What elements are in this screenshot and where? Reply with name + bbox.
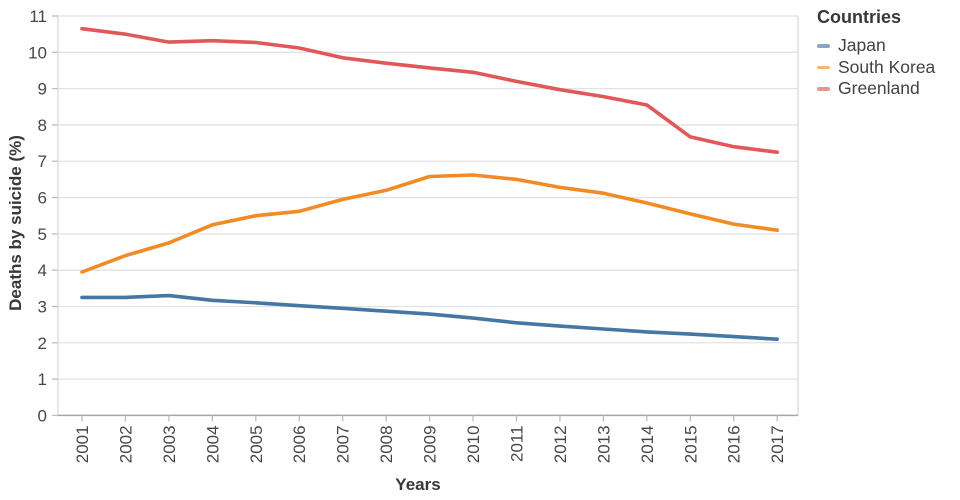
x-tick-label: 2010 — [464, 425, 483, 463]
series-line-japan — [80, 293, 780, 342]
x-tick-label: 2011 — [508, 425, 527, 462]
x-tick-label: 2001 — [73, 425, 92, 463]
x-tick-label: 2016 — [725, 425, 744, 463]
legend: Countries Japan South Korea Greenland — [817, 7, 959, 100]
y-axis-title: Deaths by suicide (%) — [6, 135, 25, 311]
y-tick-label: 10 — [28, 43, 47, 62]
legend-item-greenland: Greenland — [817, 78, 959, 100]
legend-item-japan: Japan — [817, 35, 959, 57]
legend-label-japan: Japan — [838, 35, 886, 56]
x-tick-label: 2014 — [638, 425, 657, 463]
x-tick-label: 2006 — [290, 425, 309, 463]
x-tick-label: 2007 — [334, 425, 353, 463]
x-tick-label: 2009 — [421, 425, 440, 463]
x-tick-label: 2015 — [681, 425, 700, 463]
x-tick-label: 2005 — [247, 425, 266, 463]
series-line-greenland — [80, 26, 780, 154]
legend-label-south-korea: South Korea — [838, 56, 936, 77]
x-tick-label: 2013 — [594, 425, 613, 463]
legend-title: Countries — [817, 7, 902, 27]
x-tick-label: 2002 — [116, 425, 135, 463]
y-tick-label: 1 — [38, 370, 47, 389]
greenland-line-swatch-icon — [817, 87, 830, 91]
japan-line-swatch-icon — [817, 44, 830, 48]
y-tick-label: 3 — [38, 297, 47, 316]
legend-label-greenland: Greenland — [838, 78, 920, 99]
x-tick-label: 2017 — [768, 425, 787, 463]
y-tick-label: 4 — [38, 261, 47, 280]
y-tick-label: 11 — [29, 7, 47, 26]
y-tick-label: 7 — [38, 152, 47, 171]
y-tick-label: 6 — [38, 189, 47, 208]
x-tick-label: 2008 — [377, 425, 396, 463]
y-tick-label: 0 — [38, 406, 47, 425]
x-axis-title: Years — [395, 475, 441, 494]
x-tick-label: 2004 — [203, 425, 222, 463]
legend-item-south-korea: South Korea — [817, 57, 959, 79]
x-tick-label: 2003 — [160, 425, 179, 463]
y-tick-label: 5 — [38, 225, 47, 244]
y-tick-label: 8 — [38, 116, 47, 135]
y-tick-label: 9 — [38, 80, 47, 99]
south-korea-line-swatch-icon — [817, 65, 830, 69]
series-line-south-korea — [80, 173, 780, 274]
x-tick-label: 2012 — [551, 425, 570, 463]
y-tick-label: 2 — [38, 334, 47, 353]
